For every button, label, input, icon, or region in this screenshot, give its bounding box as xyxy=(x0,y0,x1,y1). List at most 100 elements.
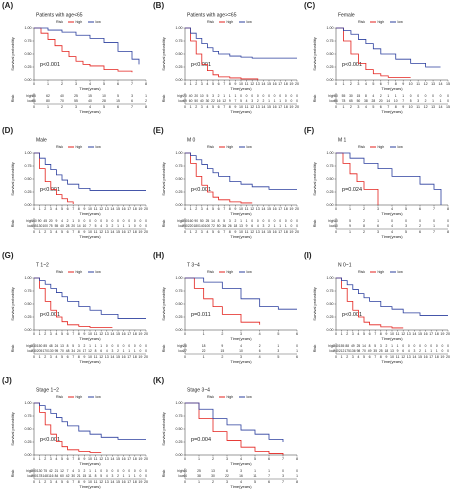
risk-count: 250 xyxy=(182,224,188,228)
risk-count: 35 xyxy=(373,349,377,353)
risk-x-tick-label: 6 xyxy=(380,105,382,109)
risk-x-tick-label: 4 xyxy=(206,230,208,234)
panel-label: (E) xyxy=(153,126,164,135)
y-tick-label: 0.00 xyxy=(176,78,183,82)
x-tick-label: 3 xyxy=(240,332,242,336)
x-tick-label: 0 xyxy=(184,207,186,211)
risk-x-tick-label: 12 xyxy=(99,480,103,484)
risk-row-name: low xyxy=(179,474,185,478)
x-axis-label: Time(years) xyxy=(230,211,252,216)
x-tick-label: 1 xyxy=(341,332,343,336)
survival-curve xyxy=(34,277,146,319)
risk-x-axis-label: Time(years) xyxy=(381,234,403,239)
risk-count: 2 xyxy=(83,469,85,473)
risk-x-tick-label: 11 xyxy=(416,105,420,109)
risk-count: 20 xyxy=(379,99,383,103)
risk-count: 2 xyxy=(268,224,270,228)
risk-count: 72 xyxy=(211,224,215,228)
risk-count: 130 xyxy=(37,224,43,228)
x-tick-label: 4 xyxy=(240,457,242,461)
risk-count: 6 xyxy=(251,224,253,228)
risk-x-tick-label: 9 xyxy=(83,355,85,359)
x-tick-label: 16 xyxy=(273,207,277,211)
risk-row-name: low xyxy=(28,224,34,228)
y-tick-label: 0.00 xyxy=(327,203,334,207)
risk-count: 0 xyxy=(139,224,141,228)
risk-count: 130 xyxy=(48,349,54,353)
risk-count: 0 xyxy=(139,474,141,478)
risk-x-tick-label: 18 xyxy=(284,105,288,109)
x-tick-label: 0 xyxy=(33,457,35,461)
y-axis-label: Survival probability xyxy=(312,287,317,321)
risk-x-tick-label: 10 xyxy=(88,480,92,484)
risk-count: 88 xyxy=(345,344,349,348)
x-tick-label: 11 xyxy=(245,207,249,211)
x-tick-label: 18 xyxy=(133,207,137,211)
x-tick-label: 14 xyxy=(412,332,416,336)
x-tick-label: 12 xyxy=(424,82,428,86)
x-tick-label: 3 xyxy=(50,207,52,211)
x-tick-label: 2 xyxy=(212,457,214,461)
x-tick-label: 15 xyxy=(267,207,271,211)
risk-count: 5 xyxy=(117,94,119,98)
risk-count: 40 xyxy=(60,224,64,228)
x-tick-label: 6 xyxy=(380,82,382,86)
risk-count: 85 xyxy=(43,344,47,348)
x-tick-label: 7 xyxy=(282,457,284,461)
risk-count: 0 xyxy=(413,344,415,348)
y-tick-label: 0.75 xyxy=(327,289,334,293)
risk-count: 1 xyxy=(402,94,404,98)
y-axis-label: Survival probability xyxy=(10,287,15,321)
x-tick-label: 4 xyxy=(55,332,57,336)
risk-x-tick-label: 16 xyxy=(122,480,126,484)
survival-curve xyxy=(34,27,133,73)
risk-row-name: high xyxy=(177,469,183,473)
x-tick-label: 5 xyxy=(212,82,214,86)
legend: Risk high low xyxy=(56,20,101,24)
risk-x-tick-label: 2 xyxy=(195,105,197,109)
p-value: p<0.001 xyxy=(40,437,60,443)
legend-title: Risk xyxy=(358,145,365,149)
risk-count: 1 xyxy=(433,224,435,228)
risk-count: 0 xyxy=(425,94,427,98)
risk-count: 0 xyxy=(279,219,281,223)
risk-count: 0 xyxy=(430,344,432,348)
risk-count: 0 xyxy=(391,219,393,223)
risk-x-tick-label: 3 xyxy=(50,355,52,359)
y-tick-label: 0.00 xyxy=(25,453,32,457)
legend-label: low xyxy=(96,145,102,149)
x-tick-label: 15 xyxy=(116,207,120,211)
risk-count: 10 xyxy=(83,224,87,228)
risk-count: 2 xyxy=(257,99,259,103)
risk-count: 250 xyxy=(182,219,188,223)
risk-x-tick-label: 5 xyxy=(61,230,63,234)
risk-x-tick-label: 8 xyxy=(78,230,80,234)
legend: Risk high low xyxy=(358,20,403,24)
risk-x-tick-label: 3 xyxy=(201,105,203,109)
risk-count: 2 xyxy=(259,344,261,348)
risk-x-tick-label: 11 xyxy=(245,105,249,109)
risk-x-axis-label: Time(years) xyxy=(381,109,403,114)
risk-count: 9 xyxy=(397,349,399,353)
x-tick-label: 15 xyxy=(446,82,450,86)
risk-count: 70 xyxy=(60,349,64,353)
x-tick-label: 9 xyxy=(234,207,236,211)
x-tick-label: 7 xyxy=(374,332,376,336)
risk-count: 1 xyxy=(391,344,393,348)
risk-row-name: low xyxy=(28,349,34,353)
risk-count: 6 xyxy=(259,349,261,353)
risk-x-tick-label: 0 xyxy=(184,105,186,109)
risk-count: 0 xyxy=(123,469,125,473)
x-tick-label: 0 xyxy=(33,82,35,86)
risk-count: 14 xyxy=(211,219,215,223)
risk-x-tick-label: 6 xyxy=(117,105,119,109)
risk-count: 84 xyxy=(55,474,59,478)
risk-x-tick-label: 6 xyxy=(268,480,270,484)
risk-count: 60 xyxy=(189,99,193,103)
risk-x-tick-label: 0 xyxy=(184,230,186,234)
p-value: p<0.001 xyxy=(191,62,211,68)
risk-count: 45 xyxy=(43,219,47,223)
x-tick-label: 10 xyxy=(88,457,92,461)
x-tick-label: 19 xyxy=(138,332,142,336)
